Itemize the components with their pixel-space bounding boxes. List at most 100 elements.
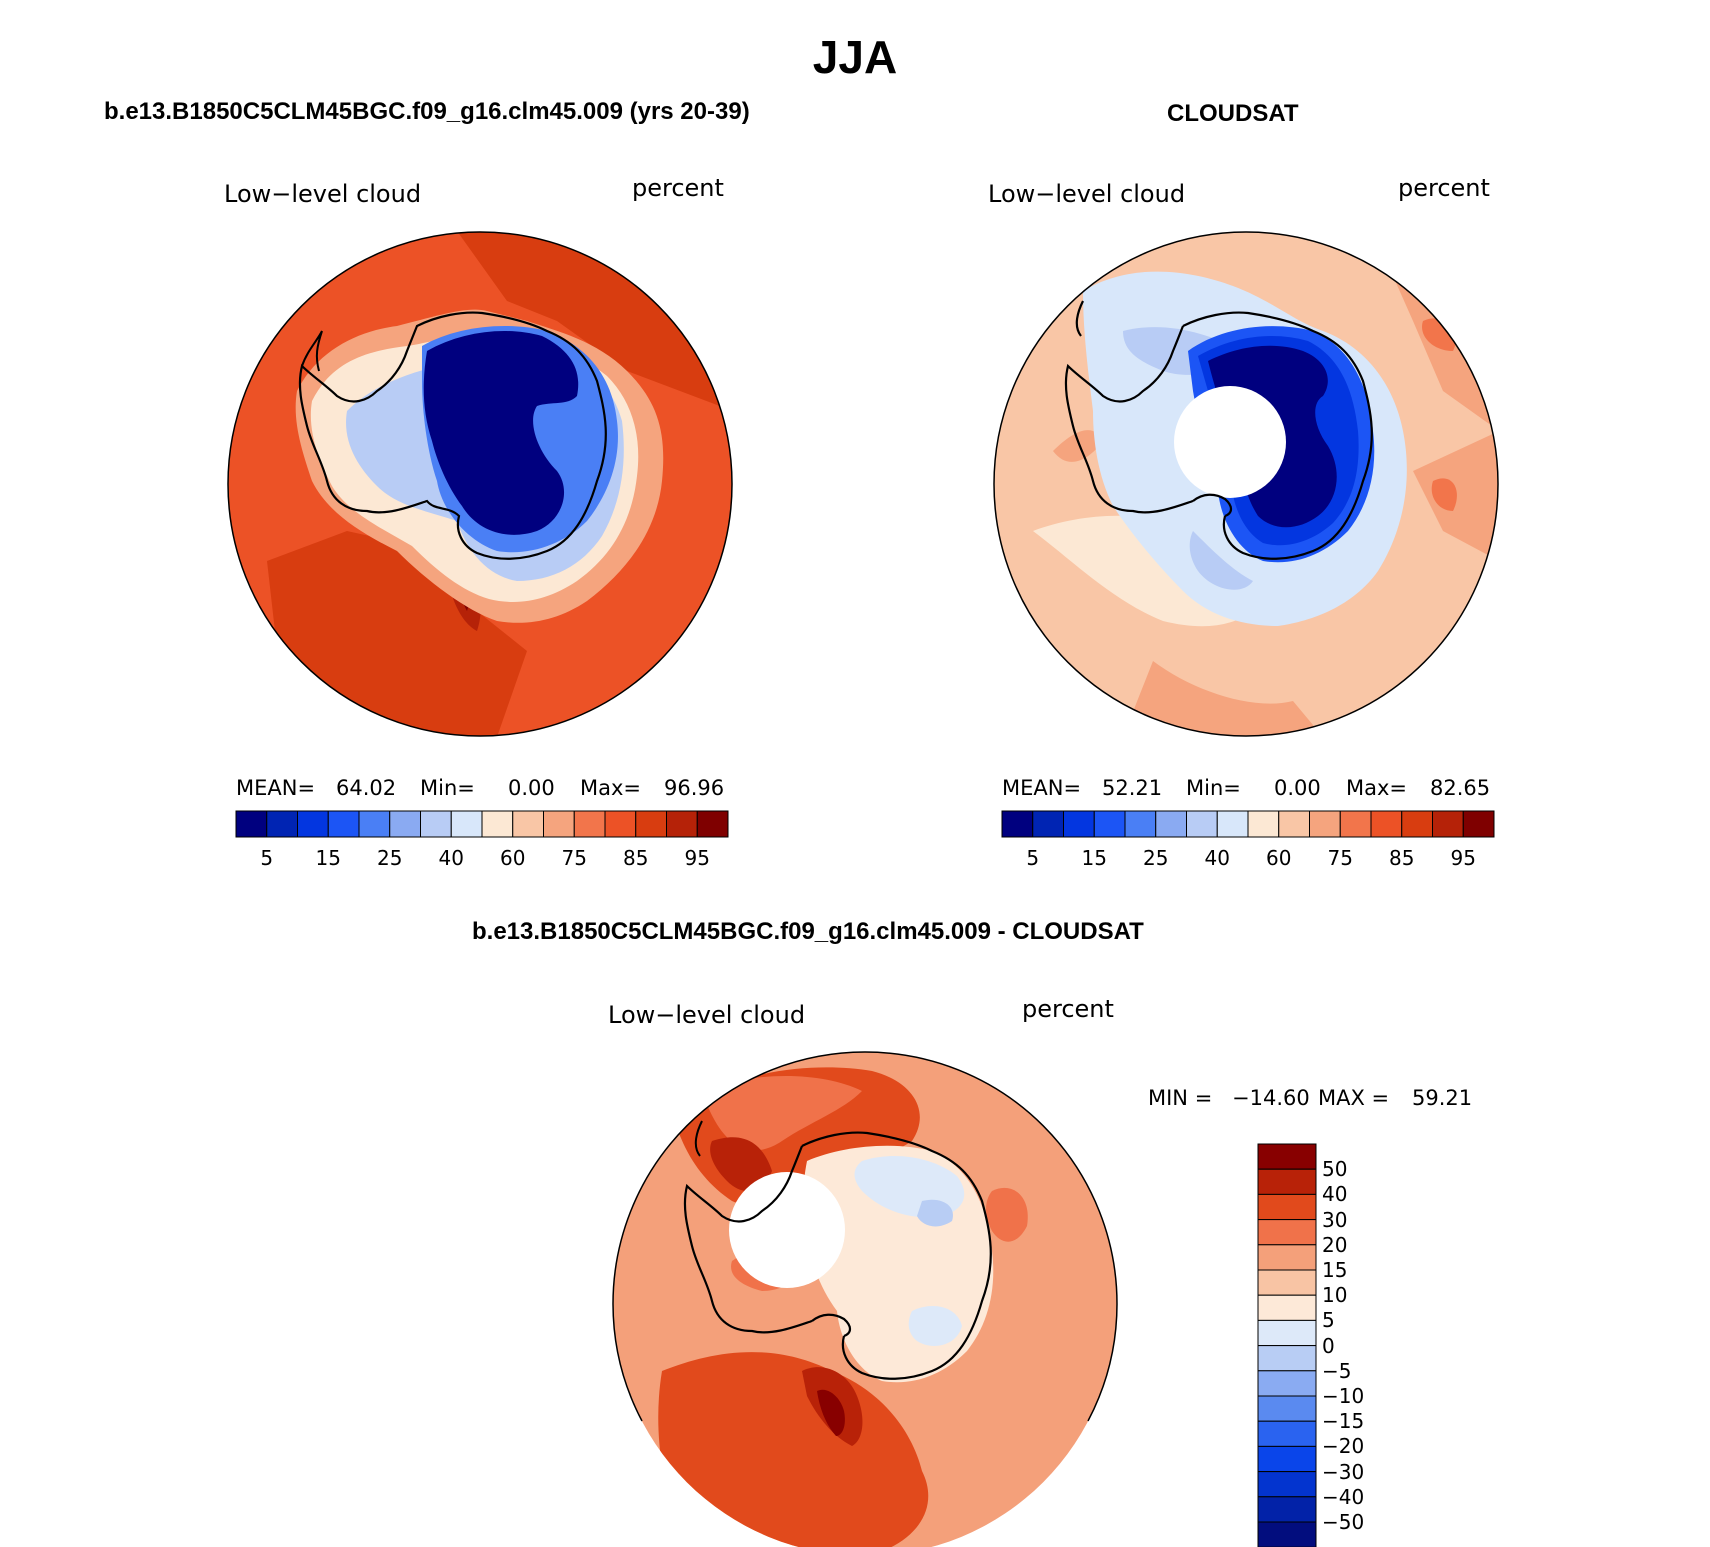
panel-1-max: 96.96 bbox=[664, 776, 725, 800]
panel-1-colorbar-tick-label: 95 bbox=[684, 846, 710, 870]
panel-3-min-label: MIN = bbox=[1148, 1086, 1213, 1110]
panel-3-colorbar-box bbox=[1257, 1193, 1317, 1221]
panel-2-colorbar-box bbox=[1216, 810, 1249, 838]
panel-1-colorbar-box bbox=[604, 810, 637, 838]
panel-2-colorbar bbox=[1001, 810, 1495, 838]
panel-2-colorbar-tick-label: 25 bbox=[1143, 846, 1169, 870]
panel-1-colorbar-box bbox=[573, 810, 606, 838]
panel-1-colorbar-box bbox=[512, 810, 544, 838]
panel-3-colorbar-box bbox=[1257, 1471, 1317, 1498]
panel-1-title: b.e13.B1850C5CLM45BGC.f09_g16.clm45.009 … bbox=[104, 98, 750, 125]
panel-3-colorbar-tick-label: 5 bbox=[1322, 1308, 1335, 1333]
panel-1-min-label: Min= bbox=[420, 776, 475, 800]
panel-2-colorbar-box bbox=[1186, 810, 1218, 838]
panel-3-variable: Low−level cloud bbox=[608, 1001, 806, 1029]
panel-3-min: −14.60 bbox=[1232, 1086, 1310, 1110]
panel-3-colorbar-box bbox=[1257, 1496, 1317, 1523]
panel-3-colorbar-box bbox=[1257, 1219, 1317, 1246]
panel-2-colorbar-box bbox=[1462, 810, 1495, 838]
panel-2-colorbar-tick-label: 15 bbox=[1081, 846, 1107, 870]
panel-3-colorbar-tick-label: −5 bbox=[1322, 1358, 1352, 1383]
panel-3-colorbar-tick-label: 10 bbox=[1322, 1283, 1348, 1308]
panel-3-colorbar-box bbox=[1257, 1345, 1317, 1372]
panel-3-title: b.e13.B1850C5CLM45BGC.f09_g16.clm45.009 … bbox=[472, 918, 1144, 945]
panel-2-colorbar-box bbox=[1247, 810, 1280, 838]
panel-1-units: percent bbox=[632, 174, 724, 202]
panel-3-colorbar-box bbox=[1257, 1395, 1317, 1422]
panel-3-colorbar-box bbox=[1257, 1521, 1317, 1547]
panel-3-colorbar-tick-label: 0 bbox=[1322, 1333, 1335, 1358]
panel-2-min-label: Min= bbox=[1186, 776, 1241, 800]
panel-1-colorbar-box bbox=[543, 810, 575, 838]
panel-2-colorbar-box bbox=[1155, 810, 1187, 838]
panel-2-variable: Low−level cloud bbox=[988, 180, 1186, 208]
panel-1-mean-label: MEAN= bbox=[236, 776, 316, 800]
panel-3-colorbar-tick-label: 15 bbox=[1322, 1258, 1348, 1282]
panel-2-colorbar-box bbox=[1432, 810, 1464, 838]
panel-3-colorbar-box bbox=[1257, 1420, 1317, 1447]
panel-3-colorbar-tick-label: −50 bbox=[1322, 1510, 1365, 1534]
panel-1-mean: 64.02 bbox=[336, 776, 397, 800]
panel-2-colorbar-tick-label: 5 bbox=[1026, 846, 1040, 870]
panel-3-colorbar-tick-label: −30 bbox=[1322, 1459, 1365, 1484]
panel-3-colorbar-box bbox=[1257, 1244, 1317, 1271]
panel-2-colorbar-tick-label: 60 bbox=[1266, 846, 1292, 870]
panel-2-colorbar-box bbox=[1063, 810, 1095, 838]
panel-3-colorbar bbox=[1257, 1143, 1317, 1547]
panel-2-colorbar-box bbox=[1278, 810, 1310, 838]
panel-1-min: 0.00 bbox=[508, 776, 555, 800]
panel-1-colorbar-tick-label: 85 bbox=[623, 846, 649, 870]
panel-2-max: 82.65 bbox=[1430, 776, 1491, 800]
panel-1-variable: Low−level cloud bbox=[224, 180, 422, 208]
panel-3-colorbar-tick-label: 40 bbox=[1322, 1182, 1348, 1207]
panel-1-colorbar-box bbox=[235, 810, 268, 838]
panel-1-colorbar-box bbox=[389, 810, 421, 838]
panel-2-polar-map bbox=[993, 231, 1499, 737]
panel-2-colorbar-box bbox=[1370, 810, 1403, 838]
panel-1-polar-map bbox=[227, 231, 733, 737]
panel-3-max: 59.21 bbox=[1412, 1086, 1473, 1110]
panel-3-polar-map bbox=[612, 1051, 1118, 1547]
panel-2-title: CLOUDSAT bbox=[1167, 100, 1299, 127]
panel-3-units: percent bbox=[1022, 995, 1114, 1023]
panel-3-colorbar-box bbox=[1257, 1269, 1317, 1296]
panel-1-colorbar-box bbox=[358, 810, 391, 838]
panel-1-colorbar-tick-label: 25 bbox=[377, 846, 403, 870]
panel-2-mean-label: MEAN= bbox=[1002, 776, 1082, 800]
panel-1-colorbar-box bbox=[666, 810, 698, 838]
panel-3-colorbar-tick-label: −40 bbox=[1322, 1484, 1365, 1509]
panel-2-colorbar-tick-label: 40 bbox=[1204, 846, 1230, 870]
panel-3-colorbar-tick-label: 30 bbox=[1322, 1207, 1348, 1232]
panel-3-colorbar-box bbox=[1257, 1168, 1317, 1195]
panel-3-colorbar-box bbox=[1257, 1319, 1317, 1347]
panel-1-colorbar-box bbox=[635, 810, 667, 838]
panel-1-max-label: Max= bbox=[580, 776, 642, 800]
panel-2-colorbar-box bbox=[1001, 810, 1034, 838]
panel-3-colorbar-tick-label: 20 bbox=[1322, 1232, 1348, 1257]
panel-3-colorbar-tick-label: −10 bbox=[1322, 1384, 1365, 1408]
panel-3-max-label: MAX = bbox=[1318, 1086, 1390, 1110]
panel-1-colorbar-box bbox=[481, 810, 514, 838]
panel-1-colorbar-tick-label: 75 bbox=[561, 846, 587, 870]
panel-3-colorbar-box bbox=[1257, 1294, 1317, 1321]
panel-2-mean: 52.21 bbox=[1102, 776, 1163, 800]
panel-2-colorbar-box bbox=[1339, 810, 1372, 838]
panel-3-colorbar-tick-label: −15 bbox=[1322, 1409, 1365, 1434]
panel-2-units: percent bbox=[1398, 174, 1490, 202]
panel-1-colorbar-tick-label: 60 bbox=[500, 846, 526, 870]
panel-1-colorbar-box bbox=[450, 810, 483, 838]
panel-2-max-label: Max= bbox=[1346, 776, 1408, 800]
panel-2-colorbar-box bbox=[1093, 810, 1126, 838]
panel-2-colorbar-tick-label: 85 bbox=[1389, 846, 1415, 870]
figure-title: JJA bbox=[812, 31, 898, 83]
panel-1-colorbar-box bbox=[266, 810, 298, 838]
panel-1-colorbar-box bbox=[327, 810, 360, 838]
panel-2-colorbar-box bbox=[1309, 810, 1341, 838]
panel-1-colorbar-box bbox=[297, 810, 329, 838]
panel-1-colorbar bbox=[235, 810, 729, 838]
panel-1-colorbar-tick-label: 15 bbox=[315, 846, 341, 870]
panel-2-min: 0.00 bbox=[1274, 776, 1321, 800]
panel-1-colorbar-box bbox=[420, 810, 452, 838]
panel-2-colorbar-box bbox=[1401, 810, 1433, 838]
panel-1-colorbar-tick-label: 5 bbox=[260, 846, 274, 870]
